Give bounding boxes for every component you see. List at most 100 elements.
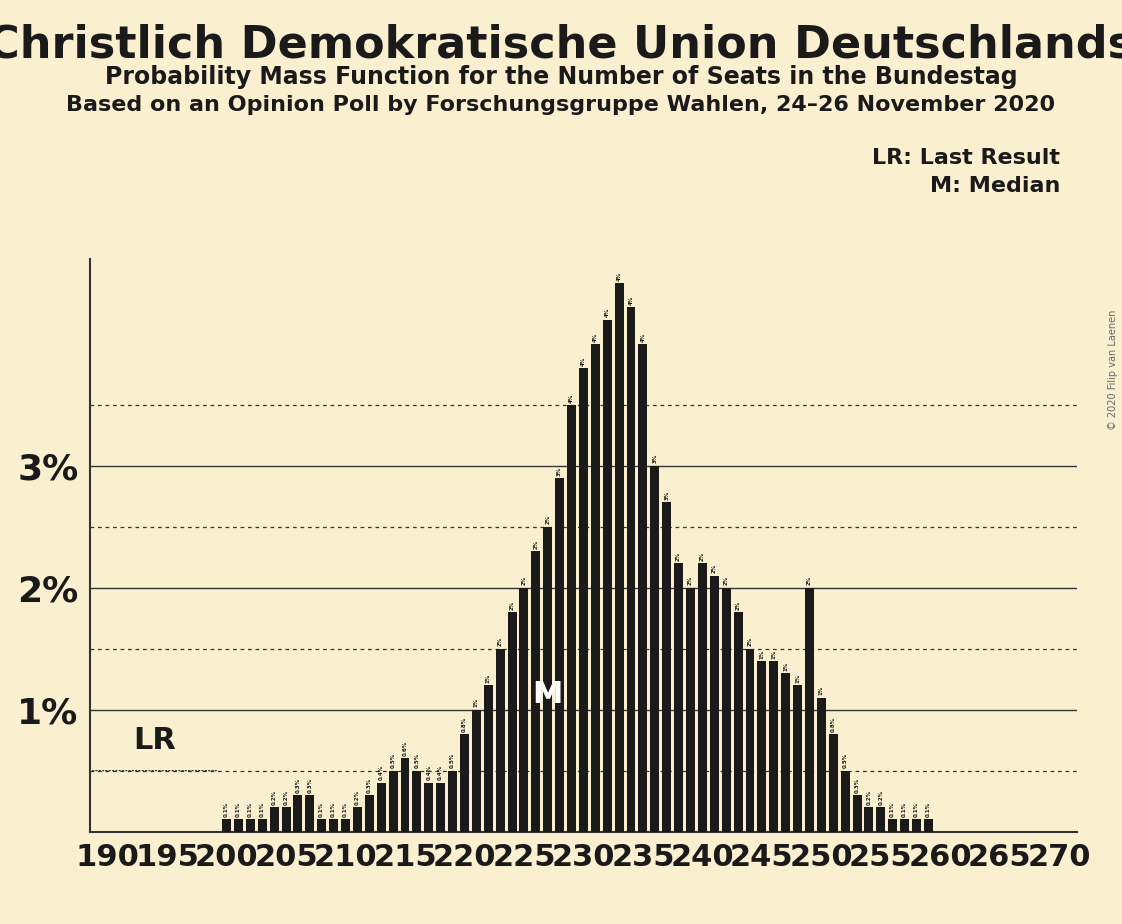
Text: 1%: 1% <box>760 650 764 659</box>
Bar <box>579 369 588 832</box>
Text: 0.3%: 0.3% <box>855 777 859 793</box>
Text: 2%: 2% <box>724 577 728 586</box>
Bar <box>853 795 862 832</box>
Text: 0.1%: 0.1% <box>343 802 348 817</box>
Text: 0.3%: 0.3% <box>307 777 312 793</box>
Bar <box>603 320 611 832</box>
Text: © 2020 Filip van Laenen: © 2020 Filip van Laenen <box>1109 310 1118 430</box>
Bar <box>840 771 849 832</box>
Bar <box>626 308 635 832</box>
Text: 2%: 2% <box>747 637 753 646</box>
Text: 1%: 1% <box>819 686 824 695</box>
Text: 0.5%: 0.5% <box>414 753 420 768</box>
Bar <box>353 808 362 832</box>
Text: 0.1%: 0.1% <box>224 802 229 817</box>
Bar <box>388 771 397 832</box>
Bar <box>269 808 278 832</box>
Text: 0.1%: 0.1% <box>914 802 919 817</box>
Text: 1%: 1% <box>795 674 800 683</box>
Text: 1%: 1% <box>486 674 490 683</box>
Bar <box>889 820 898 832</box>
Bar <box>662 503 671 832</box>
Bar <box>804 588 813 832</box>
Text: 4%: 4% <box>628 296 634 305</box>
Text: 3%: 3% <box>558 467 562 476</box>
Bar <box>567 405 576 832</box>
Text: 0.2%: 0.2% <box>879 790 883 805</box>
Text: 4%: 4% <box>569 394 574 403</box>
Text: 2%: 2% <box>533 540 539 549</box>
Text: 2%: 2% <box>498 637 503 646</box>
Text: M: M <box>533 680 563 709</box>
Text: 2%: 2% <box>545 516 550 525</box>
Bar <box>817 698 826 832</box>
Bar <box>543 527 552 832</box>
Text: 0.8%: 0.8% <box>830 716 836 732</box>
Bar <box>472 710 481 832</box>
Text: 0.1%: 0.1% <box>926 802 931 817</box>
Text: 0.8%: 0.8% <box>462 716 467 732</box>
Text: 0.5%: 0.5% <box>390 753 396 768</box>
Bar <box>222 820 231 832</box>
Bar <box>413 771 422 832</box>
Text: 0.1%: 0.1% <box>320 802 324 817</box>
Text: 2%: 2% <box>700 552 705 561</box>
Text: 0.1%: 0.1% <box>248 802 252 817</box>
Bar <box>698 564 707 832</box>
Text: 0.2%: 0.2% <box>284 790 288 805</box>
Bar <box>424 783 433 832</box>
Bar <box>305 795 314 832</box>
Text: 4%: 4% <box>641 333 645 342</box>
Bar <box>591 344 600 832</box>
Text: LR: Last Result: LR: Last Result <box>872 148 1060 168</box>
Bar <box>793 686 802 832</box>
Bar <box>686 588 695 832</box>
Bar <box>246 820 255 832</box>
Text: 3%: 3% <box>652 454 657 464</box>
Text: 3%: 3% <box>664 491 669 500</box>
Bar <box>401 759 410 832</box>
Bar <box>329 820 338 832</box>
Text: 1%: 1% <box>473 698 479 707</box>
Bar <box>532 552 541 832</box>
Bar <box>234 820 243 832</box>
Bar <box>674 564 683 832</box>
Bar <box>651 466 660 832</box>
Text: 0.4%: 0.4% <box>439 765 443 781</box>
Text: 1%: 1% <box>771 650 776 659</box>
Bar <box>555 478 564 832</box>
Bar <box>912 820 921 832</box>
Bar <box>365 795 374 832</box>
Text: 4%: 4% <box>592 333 598 342</box>
Text: 0.6%: 0.6% <box>403 741 407 756</box>
Bar <box>258 820 267 832</box>
Text: 1%: 1% <box>783 662 788 671</box>
Text: 2%: 2% <box>522 577 526 586</box>
Bar <box>876 808 885 832</box>
Text: Probability Mass Function for the Number of Seats in the Bundestag: Probability Mass Function for the Number… <box>104 65 1018 89</box>
Text: 0.2%: 0.2% <box>355 790 360 805</box>
Text: 0.2%: 0.2% <box>866 790 872 805</box>
Bar <box>734 613 743 832</box>
Bar <box>282 808 291 832</box>
Text: 0.1%: 0.1% <box>890 802 895 817</box>
Text: 2%: 2% <box>711 564 717 573</box>
Bar <box>721 588 730 832</box>
Bar <box>829 734 838 832</box>
Text: 2%: 2% <box>736 601 741 610</box>
Text: 0.2%: 0.2% <box>272 790 277 805</box>
Bar <box>294 795 303 832</box>
Text: 4%: 4% <box>617 272 622 281</box>
Bar <box>757 661 766 832</box>
Bar <box>436 783 445 832</box>
Text: 0.4%: 0.4% <box>379 765 384 781</box>
Bar <box>615 283 624 832</box>
Text: 0.3%: 0.3% <box>295 777 301 793</box>
Text: 0.1%: 0.1% <box>331 802 337 817</box>
Text: 4%: 4% <box>581 357 586 366</box>
Text: 0.4%: 0.4% <box>426 765 431 781</box>
Bar <box>864 808 873 832</box>
Bar <box>484 686 493 832</box>
Text: Based on an Opinion Poll by Forschungsgruppe Wahlen, 24–26 November 2020: Based on an Opinion Poll by Forschungsgr… <box>66 95 1056 116</box>
Text: 0.1%: 0.1% <box>260 802 265 817</box>
